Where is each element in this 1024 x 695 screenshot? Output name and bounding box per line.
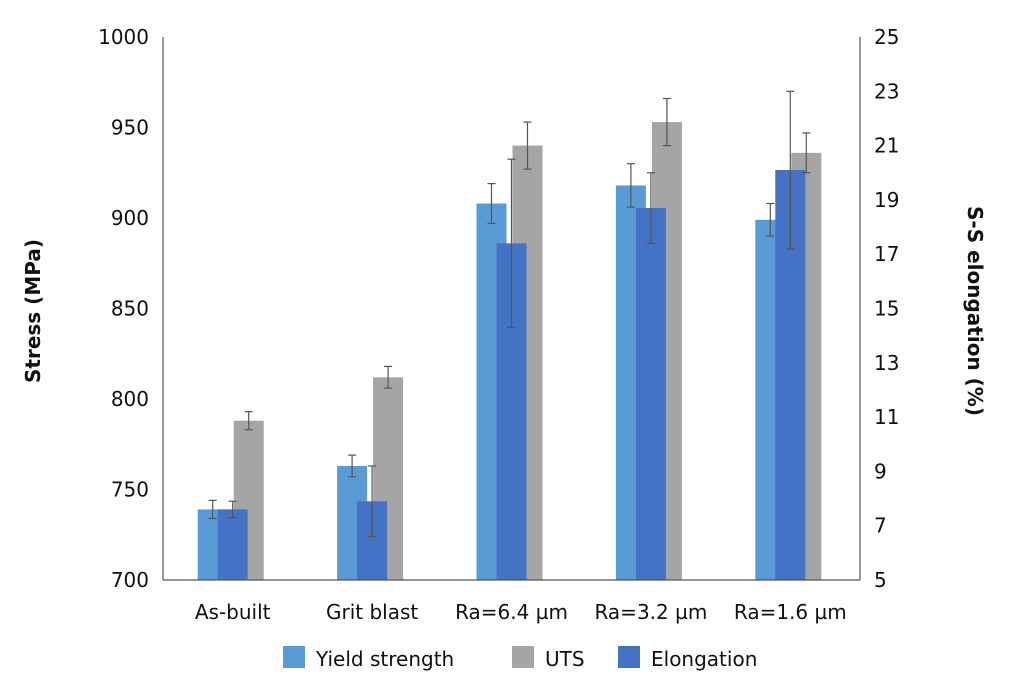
legend-label: Yield strength [315,647,454,671]
y-tick-label-right: 19 [874,188,899,212]
x-tick-label: Grit blast [326,600,418,624]
bar-elongation [635,208,666,581]
y-tick-label-right: 23 [874,79,899,103]
y-tick-label-left: 850 [111,297,149,321]
axes [162,37,861,581]
error-bars [208,90,811,538]
bar-elongation [217,509,248,580]
y-tick-label-left: 700 [111,568,149,592]
legend-label: UTS [545,647,585,671]
legend: Yield strength UTS Elongation [283,646,757,671]
y-tick-label-right: 7 [874,514,887,538]
y-tick-label-right: 17 [874,242,899,266]
y-axis-title-right: S-S elongation (%) [963,206,987,416]
y-tick-label-right: 25 [874,25,899,49]
y-tick-label-right: 11 [874,405,899,429]
bars [197,122,822,581]
y-tick-label-right: 9 [874,459,887,483]
x-tick-labels: As-built Grit blast Ra=6.4 µm Ra=3.2 µm Ra=1… [195,600,847,624]
y-tick-label-left: 950 [111,116,149,140]
legend-label: Elongation [651,647,757,671]
y-tick-label-left: 750 [111,478,149,502]
x-tick-label: As-built [195,600,271,624]
y-tick-label-left: 1000 [98,25,149,49]
y-tick-label-right: 21 [874,134,899,158]
x-tick-label: Ra=6.4 µm [455,600,568,624]
y-tick-label-right: 15 [874,297,899,321]
y-tick-label-left: 900 [111,206,149,230]
x-tick-label: Ra=1.6 µm [734,600,847,624]
legend-swatch [618,646,640,668]
y-tick-label-left: 800 [111,387,149,411]
y-tick-labels-left: 700 750 800 850 900 950 1000 [98,25,149,592]
y-tick-labels-right: 5 7 9 11 13 15 17 19 21 23 25 [874,25,899,592]
y-axis-title-left: Stress (MPa) [21,239,45,383]
legend-swatch [283,646,305,668]
x-tick-label: Ra=3.2 µm [594,600,707,624]
legend-swatch [512,646,534,668]
y-tick-label-right: 5 [874,568,887,592]
y-tick-label-right: 13 [874,351,899,375]
